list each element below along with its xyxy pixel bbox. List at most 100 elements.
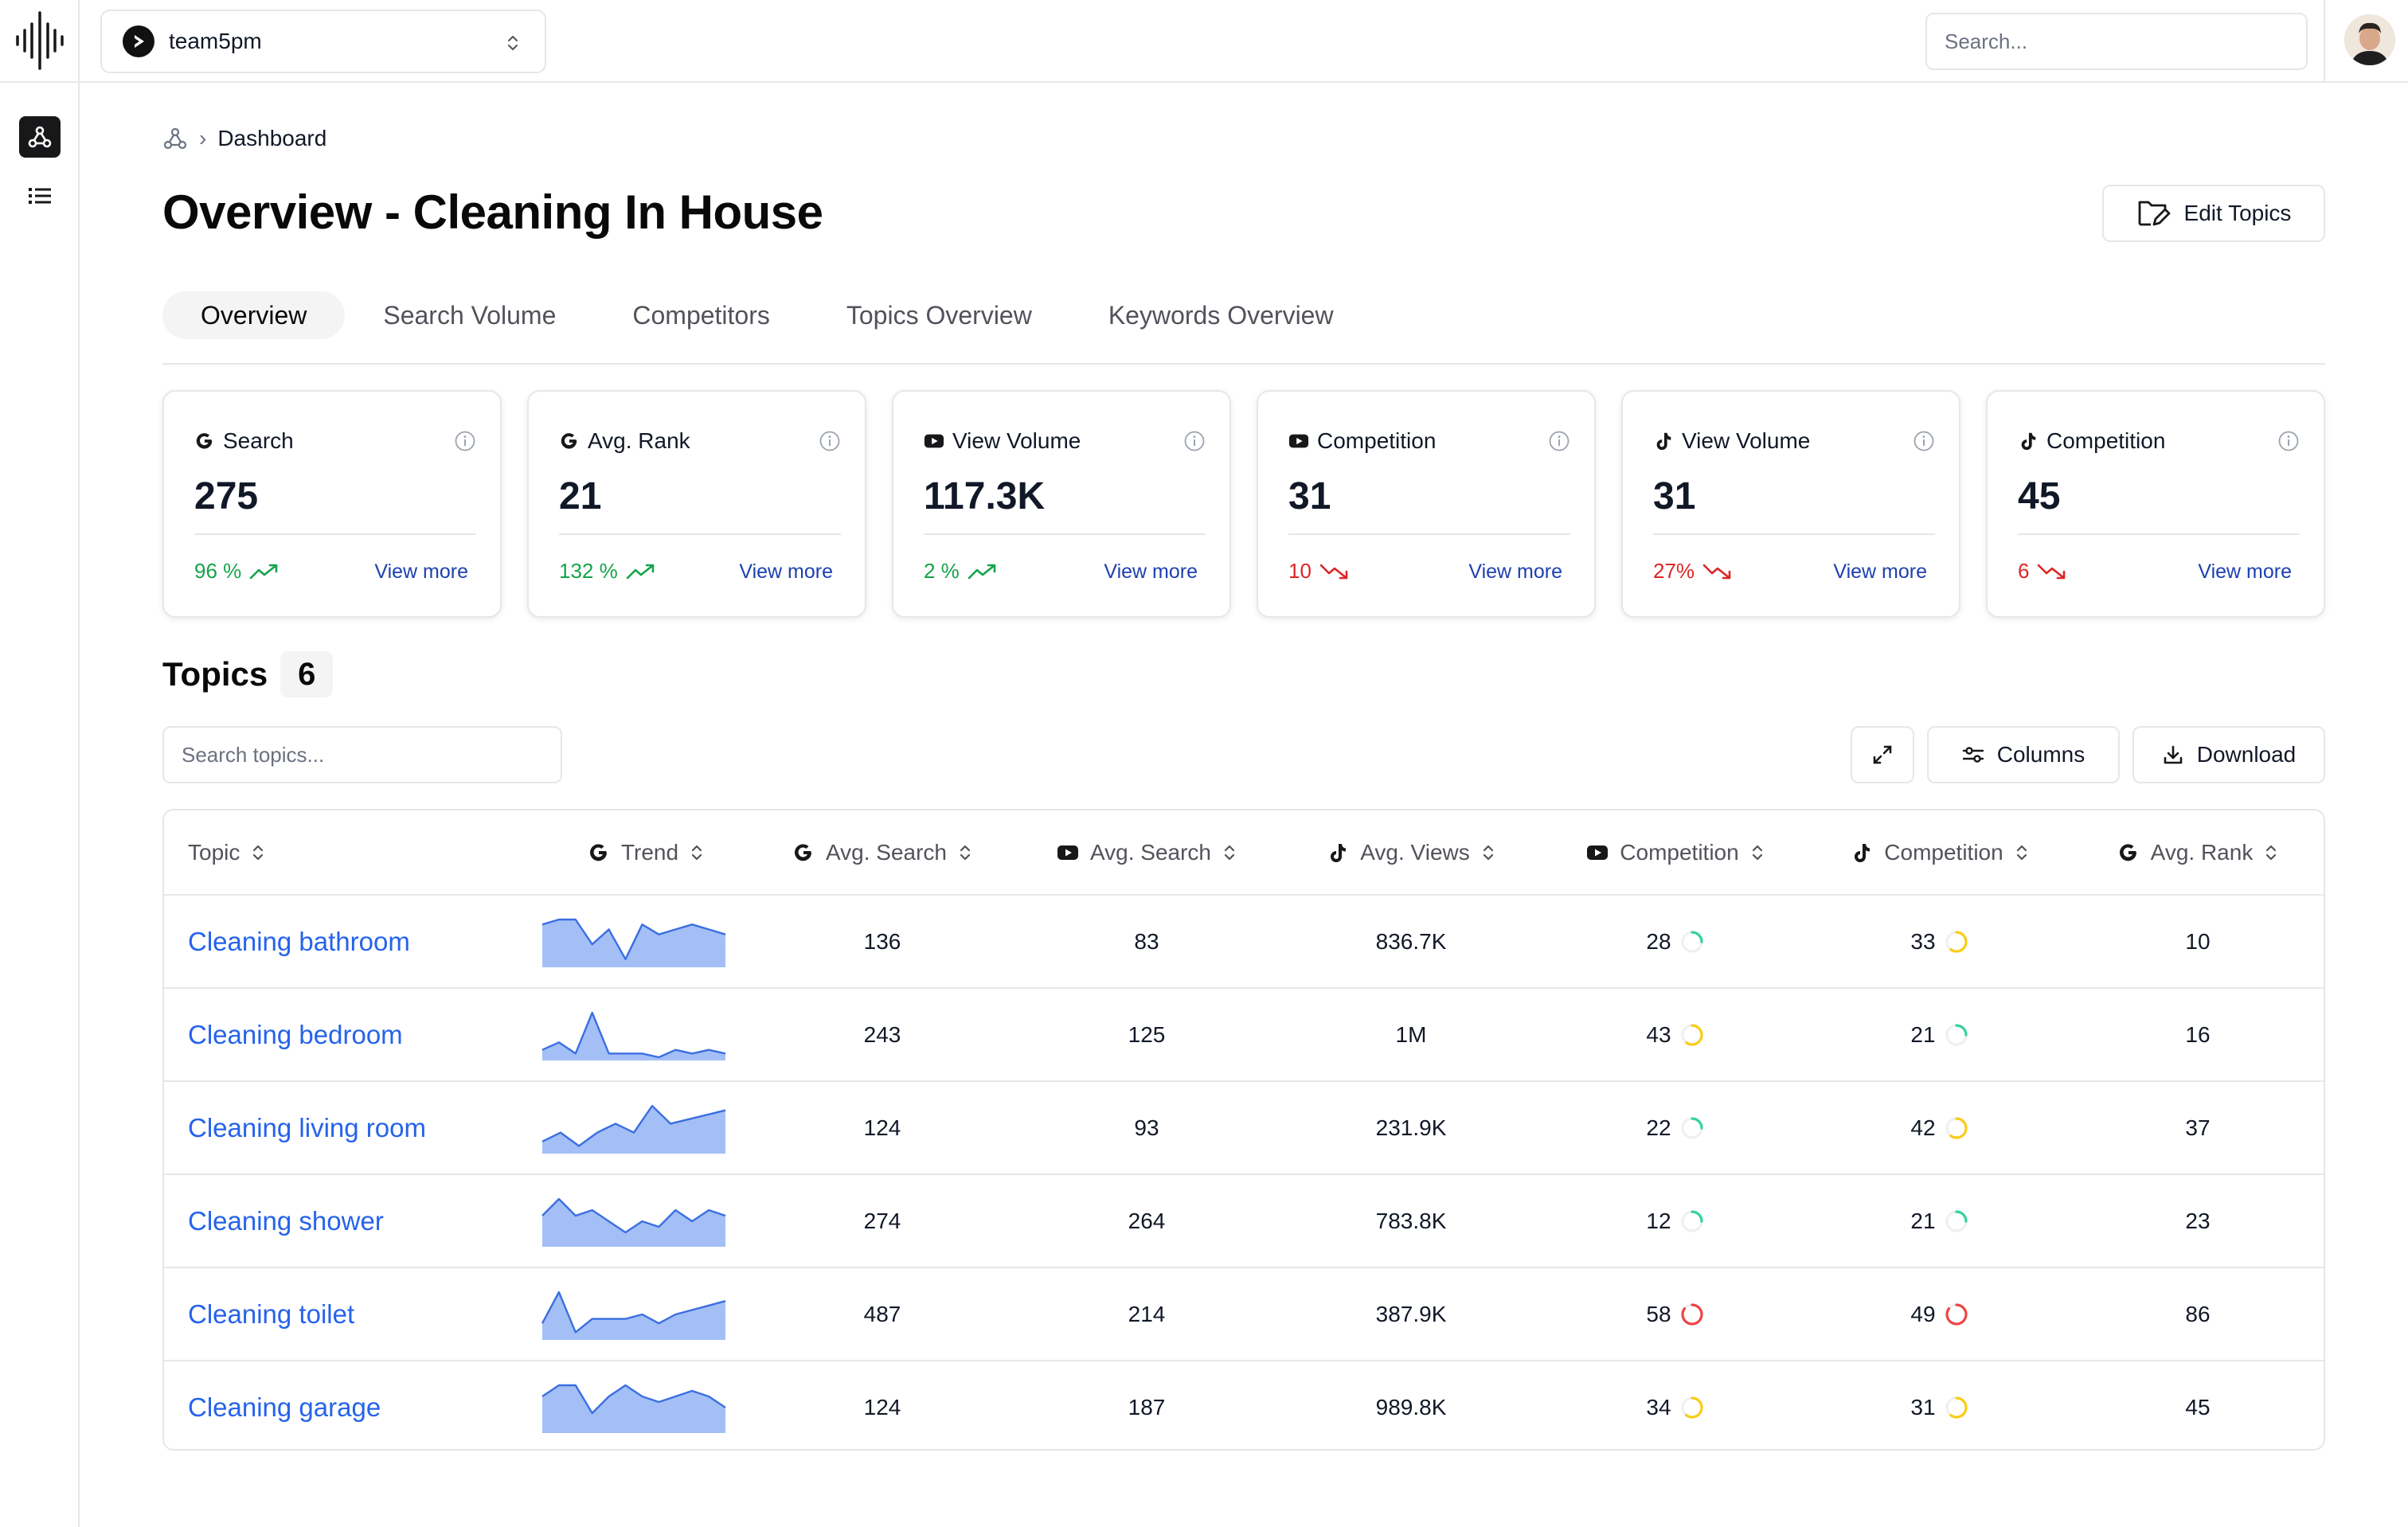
google-icon [2119, 843, 2136, 861]
competition-indicator-icon [1945, 1209, 1968, 1232]
card-change: 132 % [559, 559, 656, 584]
columns-button[interactable]: Columns [1927, 726, 2120, 783]
competition-value: 34 [1646, 1395, 1671, 1420]
google-avg-rank-cell: 16 [2185, 1021, 2211, 1047]
competition-value: 12 [1646, 1208, 1671, 1233]
tab-overview[interactable]: Overview [162, 291, 346, 339]
tab-search-volume[interactable]: Search Volume [383, 300, 557, 330]
topic-link[interactable]: Cleaning bedroom [188, 1019, 403, 1049]
sort-icon[interactable] [2264, 842, 2278, 863]
sort-icon[interactable] [1481, 842, 1495, 863]
google-avg-search-cell: 124 [863, 1395, 901, 1420]
column-header[interactable]: Trend [541, 810, 750, 896]
card-change: 6 [2018, 559, 2067, 584]
tab-competitors[interactable]: Competitors [632, 300, 770, 330]
topic-link[interactable]: Cleaning bathroom [188, 926, 410, 956]
google-avg-search-cell: 136 [863, 928, 901, 954]
view-more-link[interactable]: View more [2198, 560, 2292, 583]
youtube-avg-search-cell: 93 [1134, 1115, 1159, 1140]
trend-cell [541, 895, 750, 988]
expand-button[interactable] [1851, 726, 1914, 783]
card-divider [2018, 533, 2300, 535]
sort-icon[interactable] [1750, 842, 1765, 863]
column-header-label: Avg. Rank [2150, 839, 2254, 865]
table-row[interactable]: Cleaning toilet 487 214 387.9K 58 49 86 [164, 1267, 2324, 1361]
sparkline-line [541, 918, 726, 960]
table-row[interactable]: Cleaning bedroom 243 125 1M 43 21 16 [164, 988, 2324, 1081]
sort-icon[interactable] [1222, 842, 1237, 863]
table-row[interactable]: Cleaning shower 274 264 783.8K 12 21 23 [164, 1174, 2324, 1267]
global-search-input[interactable] [1925, 13, 2308, 70]
column-header[interactable]: Avg. Views [1279, 810, 1543, 896]
view-more-link[interactable]: View more [1104, 560, 1198, 583]
competition-indicator-icon [1680, 1209, 1703, 1232]
sort-icon[interactable] [251, 842, 265, 863]
info-icon[interactable] [2277, 430, 2300, 452]
tab-keywords-overview[interactable]: Keywords Overview [1108, 300, 1334, 330]
sort-icon[interactable] [2015, 842, 2029, 863]
card-header: View Volume [1653, 428, 1810, 454]
info-icon[interactable] [1913, 430, 1935, 452]
youtube-competition-cell: 34 [1543, 1361, 1808, 1449]
tab-topics-overview[interactable]: Topics Overview [846, 300, 1032, 330]
sort-icon[interactable] [690, 842, 704, 863]
column-header[interactable]: Competition [1808, 810, 2072, 896]
view-more-link[interactable]: View more [374, 560, 468, 583]
card-value: 45 [2018, 475, 2061, 517]
card-change: 2 % [924, 559, 998, 584]
info-icon[interactable] [1183, 430, 1206, 452]
column-header[interactable]: Competition [1543, 810, 1808, 896]
column-header-label: Avg. Search [1089, 839, 1212, 865]
avatar[interactable] [2344, 14, 2395, 65]
waveform-logo-icon[interactable] [11, 10, 68, 72]
card-change-value: 132 % [559, 559, 618, 583]
tiktok-competition-cell: 33 [1808, 895, 2072, 988]
trend-cell [541, 1081, 750, 1174]
view-more-link[interactable]: View more [739, 560, 833, 583]
sparkline-line [541, 1104, 726, 1147]
youtube-avg-search-cell: 214 [1128, 1301, 1166, 1326]
view-more-link[interactable]: View more [1468, 560, 1562, 583]
google-avg-search-cell: 243 [863, 1021, 901, 1047]
competition-indicator-icon [1680, 930, 1703, 953]
column-header-label: Avg. Views [1360, 839, 1470, 865]
google-avg-rank-cell: 23 [2185, 1208, 2211, 1233]
google-avg-search-cell: 487 [863, 1301, 901, 1326]
tiktok-avg-views-cell: 1M [1395, 1021, 1427, 1047]
topic-link[interactable]: Cleaning living room [188, 1112, 426, 1142]
table-row[interactable]: Cleaning bathroom 136 83 836.7K 28 33 10 [164, 895, 2324, 988]
team-name: team5pm [169, 29, 262, 53]
sidebar-item-topics[interactable] [19, 116, 61, 158]
column-header[interactable]: Avg. Search [750, 810, 1014, 896]
sparkline-area [542, 1385, 725, 1433]
column-header[interactable]: Avg. Rank [2072, 810, 2324, 896]
team-logo-icon [123, 25, 154, 57]
table-row[interactable]: Cleaning living room 124 93 231.9K 22 42… [164, 1081, 2324, 1174]
youtube-icon [1057, 845, 1078, 860]
card-divider [1288, 533, 1570, 535]
column-header[interactable]: Avg. Search [1014, 810, 1279, 896]
card-change: 10 [1288, 559, 1350, 584]
topics-network-icon[interactable] [162, 126, 188, 151]
download-button[interactable]: Download [2132, 726, 2325, 783]
topic-link[interactable]: Cleaning garage [188, 1392, 381, 1422]
tiktok-competition-cell: 21 [1808, 1174, 2072, 1267]
topic-link[interactable]: Cleaning toilet [188, 1299, 355, 1329]
card-change-value: 2 % [924, 559, 960, 583]
edit-topics-button[interactable]: Edit Topics [2102, 185, 2325, 242]
card-change: 96 % [194, 559, 280, 584]
topic-link[interactable]: Cleaning shower [188, 1205, 384, 1236]
view-more-link[interactable]: View more [1833, 560, 1927, 583]
tiktok-icon [1855, 843, 1870, 862]
info-icon[interactable] [819, 430, 841, 452]
team-switcher[interactable]: team5pm [100, 10, 546, 73]
topic-search-input[interactable] [162, 726, 562, 783]
sidebar-item-list[interactable] [19, 175, 61, 217]
metric-card: Competition 45 6 View more [1986, 390, 2325, 618]
info-icon[interactable] [1548, 430, 1570, 452]
sparkline-line [541, 1197, 726, 1233]
column-header[interactable]: Topic [164, 810, 541, 896]
info-icon[interactable] [454, 430, 476, 452]
table-row[interactable]: Cleaning garage 124 187 989.8K 34 31 45 [164, 1361, 2324, 1449]
sort-icon[interactable] [958, 842, 972, 863]
